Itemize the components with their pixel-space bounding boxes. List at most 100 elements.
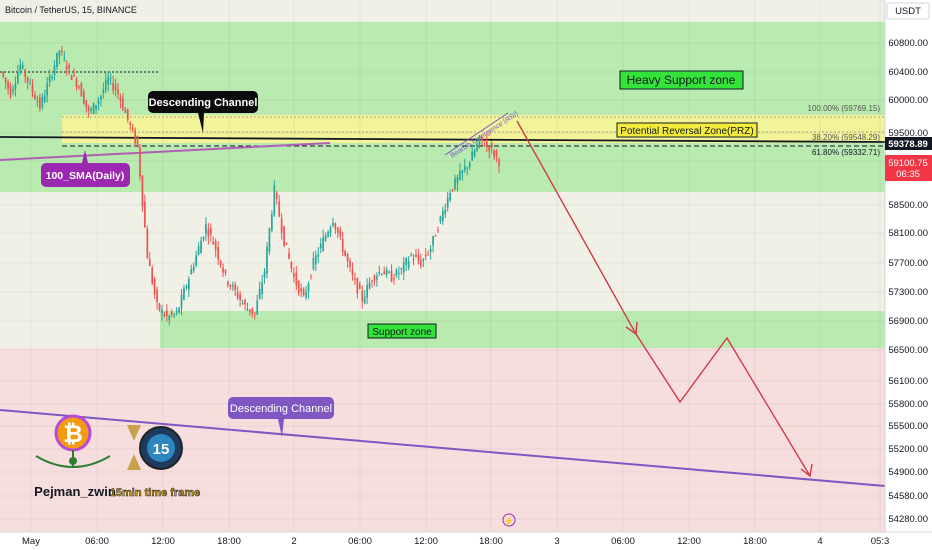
author-logo: ₿ Pejman_zwin 15 15min time frame xyxy=(34,414,200,499)
candle-body xyxy=(214,241,217,250)
candle-body xyxy=(178,307,180,313)
candle-body xyxy=(224,269,227,274)
candle-body xyxy=(373,275,376,281)
candle-body xyxy=(402,262,405,273)
time-tick-label: 4 xyxy=(817,536,822,547)
candle-body xyxy=(261,282,263,295)
candle-body xyxy=(122,98,124,110)
candle-body xyxy=(437,230,439,232)
candle-body xyxy=(473,150,476,157)
time-tick-label: 12:00 xyxy=(151,536,175,547)
svg-text:₿: ₿ xyxy=(63,421,83,448)
candle-body xyxy=(82,91,85,104)
candle-body xyxy=(361,290,364,302)
candle-body xyxy=(324,235,327,241)
candle-body xyxy=(314,255,317,265)
time-axis-panel[interactable] xyxy=(0,532,932,550)
time-tick-label: 05:3 xyxy=(871,536,890,547)
candle-body xyxy=(185,286,188,289)
time-tick-label: 06:00 xyxy=(85,536,109,547)
candle-body xyxy=(124,109,127,113)
candle-body xyxy=(334,223,337,230)
candle-body xyxy=(305,292,307,298)
candle-body xyxy=(56,52,58,68)
candle-body xyxy=(119,97,122,102)
candle-body xyxy=(97,101,100,104)
candle-body xyxy=(424,254,427,257)
time-tick-label: 12:00 xyxy=(414,536,438,547)
candle-body xyxy=(307,283,310,292)
candle-body xyxy=(444,209,447,215)
candle-body xyxy=(427,254,430,256)
candle-body xyxy=(459,170,461,180)
lightning-icon[interactable]: ⚡ xyxy=(502,513,516,527)
candle-body xyxy=(483,145,486,147)
price-axis-panel[interactable] xyxy=(885,0,932,532)
candle-body xyxy=(53,65,56,75)
resistance-line xyxy=(0,136,886,143)
price-tick-label: 54580.00 xyxy=(888,491,928,502)
candle-body xyxy=(131,128,134,130)
candle-body xyxy=(285,242,288,245)
svg-text:06:35: 06:35 xyxy=(896,169,920,180)
candle-body xyxy=(388,271,390,273)
candle-body xyxy=(180,294,183,308)
candle-body xyxy=(263,271,266,278)
candle-body xyxy=(222,267,224,273)
candle-body xyxy=(229,285,232,287)
candle-body xyxy=(451,189,454,191)
price-tick-label: 55800.00 xyxy=(888,399,928,410)
candle-body xyxy=(346,254,349,262)
candle-body xyxy=(380,274,383,276)
candle-body xyxy=(249,309,251,313)
current-price-badge: 59378.89 xyxy=(885,137,932,150)
candle-body xyxy=(161,309,163,313)
candle-body xyxy=(461,170,464,174)
svg-text:Support zone: Support zone xyxy=(372,327,432,338)
candle-body xyxy=(295,272,298,285)
candle-body xyxy=(197,246,200,255)
price-tick-label: 59500.00 xyxy=(888,128,928,139)
svg-text:59100.75: 59100.75 xyxy=(888,158,928,169)
candle-body xyxy=(151,268,154,284)
currency-badge[interactable]: USDT xyxy=(886,2,930,20)
candle-body xyxy=(63,58,66,60)
grid-lines xyxy=(0,0,885,532)
candle-body xyxy=(302,289,305,296)
candle-body xyxy=(395,269,398,277)
candle-body xyxy=(212,241,215,245)
candle-body xyxy=(109,77,112,79)
price-tick-label: 56500.00 xyxy=(888,345,928,356)
candle-body xyxy=(454,178,456,190)
candle-body xyxy=(471,151,473,161)
projection-arrow-1 xyxy=(625,321,638,336)
candle-body xyxy=(280,219,283,233)
candle-body xyxy=(297,280,300,294)
candle-body xyxy=(175,311,178,313)
candle-body xyxy=(441,210,444,222)
candle-body xyxy=(205,224,207,234)
sma-line xyxy=(0,142,331,161)
candle-body xyxy=(139,147,141,177)
candle-body xyxy=(266,246,268,274)
candle-body xyxy=(227,281,229,285)
fib-100-label: 100.00% (59769.15) xyxy=(808,104,881,113)
time-tick-label: 3 xyxy=(554,536,559,547)
svg-text:Potential Reversal Zone(PRZ): Potential Reversal Zone(PRZ) xyxy=(620,126,753,137)
candle-body xyxy=(202,237,205,240)
candle-body xyxy=(332,222,334,226)
candle-body xyxy=(146,228,149,259)
candlestick-series xyxy=(2,46,500,326)
candle-body xyxy=(234,284,237,291)
price-tick-label: 57300.00 xyxy=(888,287,928,298)
candle-body xyxy=(43,95,46,103)
candle-body xyxy=(349,260,351,267)
candle-body xyxy=(273,185,276,216)
candle-body xyxy=(478,135,481,144)
candle-body xyxy=(415,254,417,257)
candle-body xyxy=(300,288,303,292)
candle-body xyxy=(117,89,119,94)
candle-body xyxy=(476,143,478,151)
descending-channel-callout-top: Descending Channel xyxy=(148,91,258,133)
